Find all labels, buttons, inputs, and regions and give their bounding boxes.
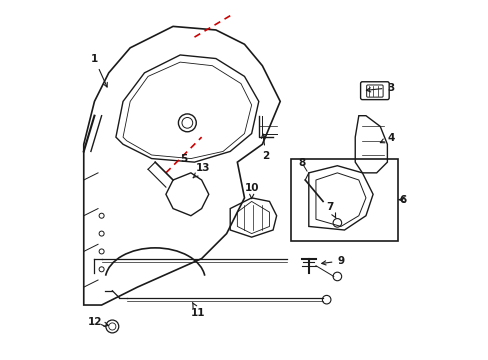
Text: 6: 6 xyxy=(399,195,406,204)
Text: 4: 4 xyxy=(380,133,394,143)
Text: 1: 1 xyxy=(91,54,107,87)
Text: 8: 8 xyxy=(297,158,305,168)
Text: 12: 12 xyxy=(87,317,108,327)
Text: 2: 2 xyxy=(261,134,269,161)
Text: 11: 11 xyxy=(190,302,205,318)
Text: 9: 9 xyxy=(321,256,344,266)
Text: 5: 5 xyxy=(180,154,187,163)
Text: 10: 10 xyxy=(244,183,259,199)
Text: 3: 3 xyxy=(366,83,394,93)
Text: 13: 13 xyxy=(193,163,210,178)
Text: 7: 7 xyxy=(326,202,335,218)
